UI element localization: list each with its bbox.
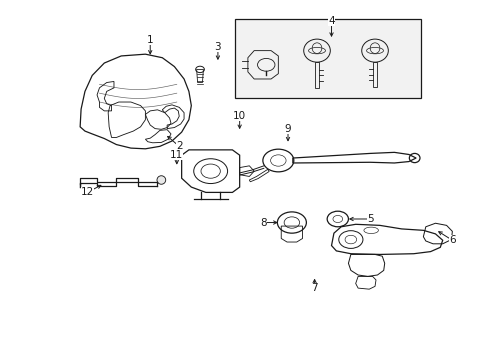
Text: 8: 8 — [260, 217, 266, 228]
Text: 12: 12 — [81, 188, 94, 197]
Text: 7: 7 — [311, 283, 317, 293]
Text: 10: 10 — [233, 111, 246, 121]
Text: 3: 3 — [214, 42, 221, 52]
Bar — [234, 19, 420, 99]
Text: 11: 11 — [170, 150, 183, 160]
Text: 1: 1 — [146, 35, 153, 45]
Text: 5: 5 — [366, 214, 373, 224]
Text: 4: 4 — [327, 15, 334, 26]
Ellipse shape — [157, 176, 165, 184]
Text: 2: 2 — [176, 141, 182, 151]
Text: 9: 9 — [284, 123, 291, 134]
Text: 6: 6 — [448, 235, 455, 245]
